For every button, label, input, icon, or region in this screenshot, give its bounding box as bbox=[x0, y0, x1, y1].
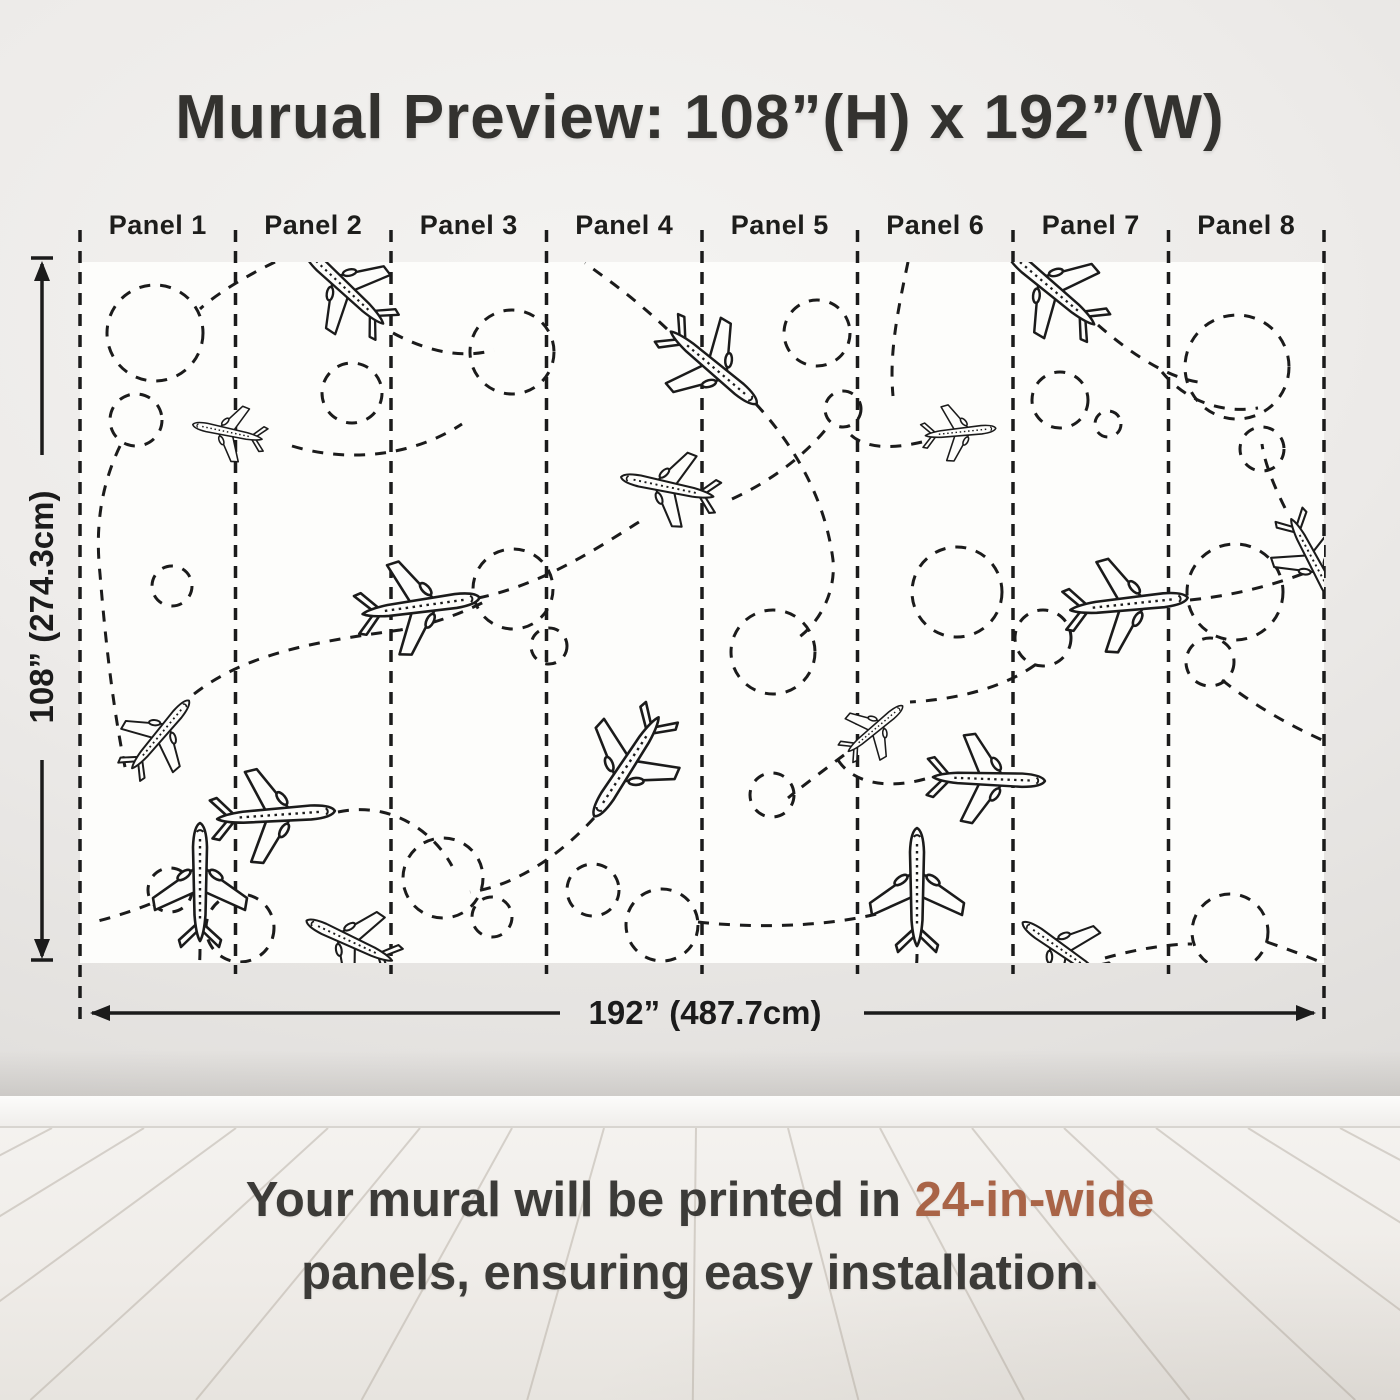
baseboard bbox=[0, 1096, 1400, 1128]
footer-note: Your mural will be printed in 24-in-wide… bbox=[0, 1164, 1400, 1309]
page-title: Murual Preview: 108”(H) x 192”(W) bbox=[175, 83, 1225, 152]
panel-labels-row: Panel 1 Panel 2 Panel 3 Panel 4 Panel 5 Panel… bbox=[80, 210, 1324, 241]
footer-line-1-text: Your mural will be printed in bbox=[245, 1173, 915, 1227]
footer-line-1: Your mural will be printed in 24-in-wide bbox=[0, 1164, 1400, 1237]
footer-line-2: panels, ensuring easy installation. bbox=[301, 1245, 1099, 1300]
panel-label: Panel 1 bbox=[108, 210, 207, 240]
panel-label: Panel 6 bbox=[886, 210, 985, 240]
panel-label: Panel 7 bbox=[1041, 210, 1140, 240]
height-dimension-arrow bbox=[31, 256, 53, 962]
panel-label: Panel 5 bbox=[730, 210, 829, 240]
footer-line-1-accent: 24-in-wide bbox=[914, 1173, 1155, 1227]
panel-divider-lines bbox=[78, 230, 1326, 1022]
panel-label: Panel 4 bbox=[575, 210, 674, 240]
panel-label: Panel 8 bbox=[1197, 210, 1296, 240]
width-dimension-label: 192” (487.7cm) bbox=[588, 994, 822, 1031]
wood-floor bbox=[0, 1128, 1400, 1400]
height-dimension-label: 108” (274.3cm) bbox=[23, 490, 60, 724]
panel-label: Panel 3 bbox=[419, 210, 518, 240]
panel-label: Panel 2 bbox=[264, 210, 363, 240]
width-dimension-arrow bbox=[90, 1005, 1316, 1021]
wall-shadow bbox=[0, 1050, 1400, 1096]
